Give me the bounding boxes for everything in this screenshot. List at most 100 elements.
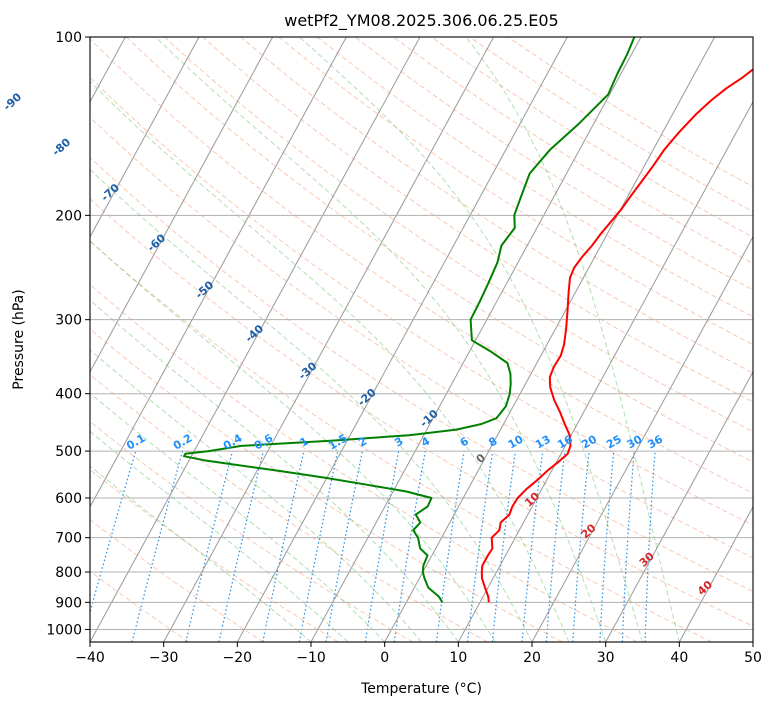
mixing-ratio-label: 2 (356, 435, 369, 450)
moist-adiabat (90, 349, 422, 642)
x-tick-label: −20 (223, 650, 253, 666)
x-tick-label: 0 (380, 650, 389, 666)
dry-adiabat (125, 37, 753, 463)
mixing-ratio-line (545, 451, 566, 642)
mixing-ratio-label: 0.2 (171, 432, 194, 453)
isotherm-label: 0 (474, 451, 489, 466)
dry-adiabat (90, 198, 753, 627)
dry-adiabat (90, 38, 753, 494)
mixing-ratio-label: 36 (645, 432, 665, 451)
x-axis-label: Temperature (°C) (360, 681, 482, 697)
moist-adiabat (155, 37, 607, 642)
mixing-ratio-line (521, 451, 544, 642)
dry-adiabat (90, 570, 190, 642)
y-tick-label: 500 (55, 444, 82, 460)
dry-adiabat (507, 37, 753, 188)
mixing-ratio-line (572, 451, 590, 642)
moist-adiabat (90, 168, 533, 642)
x-tick-label: 40 (670, 650, 688, 666)
x-tick-label: −40 (75, 650, 105, 666)
dry-adiabat (316, 37, 753, 318)
dry-adiabat (90, 373, 488, 642)
moist-adiabat (90, 392, 386, 642)
isotherm-line (384, 37, 716, 642)
x-axis-ticks: −40 −30 −20 −10 0 10 20 30 40 50 (75, 642, 762, 666)
series-lines (183, 37, 753, 603)
temperature-profile (480, 68, 753, 603)
mixing-ratio-label: 8 (486, 435, 499, 450)
dry-adiabat (90, 283, 638, 642)
dry-adiabat (90, 328, 563, 642)
dry-adiabat (240, 37, 753, 374)
x-tick-label: 30 (597, 650, 615, 666)
isotherm-line (605, 370, 753, 642)
y-tick-label: 1000 (46, 622, 82, 638)
y-tick-label: 100 (55, 30, 82, 46)
y-tick-label: 200 (55, 208, 82, 224)
dry-adiabat (90, 76, 753, 526)
dry-adiabat (278, 37, 753, 346)
dewpoint-profile (183, 37, 636, 603)
mixing-ratio-line (185, 450, 234, 642)
y-axis-label: Pressure (hPa) (11, 289, 27, 389)
y-tick-label: 800 (55, 565, 82, 581)
isotherm-label: -80 (50, 135, 74, 158)
mixing-ratio-label: 25 (604, 433, 624, 452)
dry-adiabat (90, 156, 753, 593)
mixing-ratio-line (466, 451, 494, 642)
background-lines (90, 37, 753, 642)
isotherm-line (531, 235, 753, 642)
dry-adiabat (90, 116, 753, 559)
isotherm-label: -90 (1, 90, 25, 113)
x-tick-label: −30 (149, 650, 179, 666)
moist-adiabat (299, 37, 643, 642)
y-tick-label: 600 (55, 491, 82, 507)
dry-adiabat (90, 518, 264, 642)
dry-adiabat (90, 420, 414, 642)
dry-adiabat (90, 240, 712, 642)
dry-adiabat (90, 469, 339, 642)
mixing-ratio-label: 3 (392, 435, 405, 450)
mixing-ratio-label: 10 (506, 432, 526, 451)
moist-adiabat (465, 37, 680, 642)
mixing-ratio-label: 0.1 (124, 432, 147, 453)
isotherm-line (457, 100, 753, 642)
isotherm-line (163, 37, 495, 642)
x-tick-label: 50 (744, 650, 762, 666)
mixing-ratio-label: 0.6 (252, 431, 276, 452)
isotherm-line (90, 37, 421, 642)
mixing-ratio-line (218, 450, 264, 642)
mixing-ratio-line (262, 450, 305, 642)
chart-title: wetPf2_YM08.2025.306.06.25.E05 (284, 11, 558, 31)
mixing-ratio-label: 4 (419, 434, 432, 449)
isotherm-line (678, 505, 753, 642)
mixing-ratio-label: 16 (555, 432, 575, 451)
isotherm-line (752, 640, 753, 642)
isotherm-line (90, 37, 347, 508)
dry-adiabat (431, 37, 753, 238)
mixing-ratio-label: 1.5 (326, 432, 349, 453)
moist-adiabat (90, 430, 349, 642)
x-tick-label: 10 (449, 650, 467, 666)
dry-adiabat (393, 37, 753, 264)
isotherm-line (236, 37, 568, 642)
y-tick-label: 900 (55, 595, 82, 611)
line-labels: 0.10.20.40.611.52346810131620253036-100-… (1, 90, 716, 598)
dry-adiabat (354, 37, 753, 291)
mixing-ratio-label: 6 (458, 434, 471, 449)
mixing-ratio-line (491, 451, 516, 642)
x-tick-label: −10 (296, 650, 326, 666)
isotherm-line (310, 37, 642, 642)
moist-adiabat (90, 80, 570, 642)
y-tick-label: 300 (55, 313, 82, 329)
mixing-ratio-label: 13 (533, 433, 553, 452)
y-tick-label: 400 (55, 387, 82, 403)
y-tick-label: 700 (55, 531, 82, 547)
isotherm-line (90, 37, 274, 373)
mixing-ratio-line (621, 451, 635, 642)
isotherm-line (90, 37, 200, 238)
moist-adiabat (90, 299, 459, 642)
mixing-ratio-line (131, 450, 184, 642)
dry-adiabat (202, 37, 753, 403)
